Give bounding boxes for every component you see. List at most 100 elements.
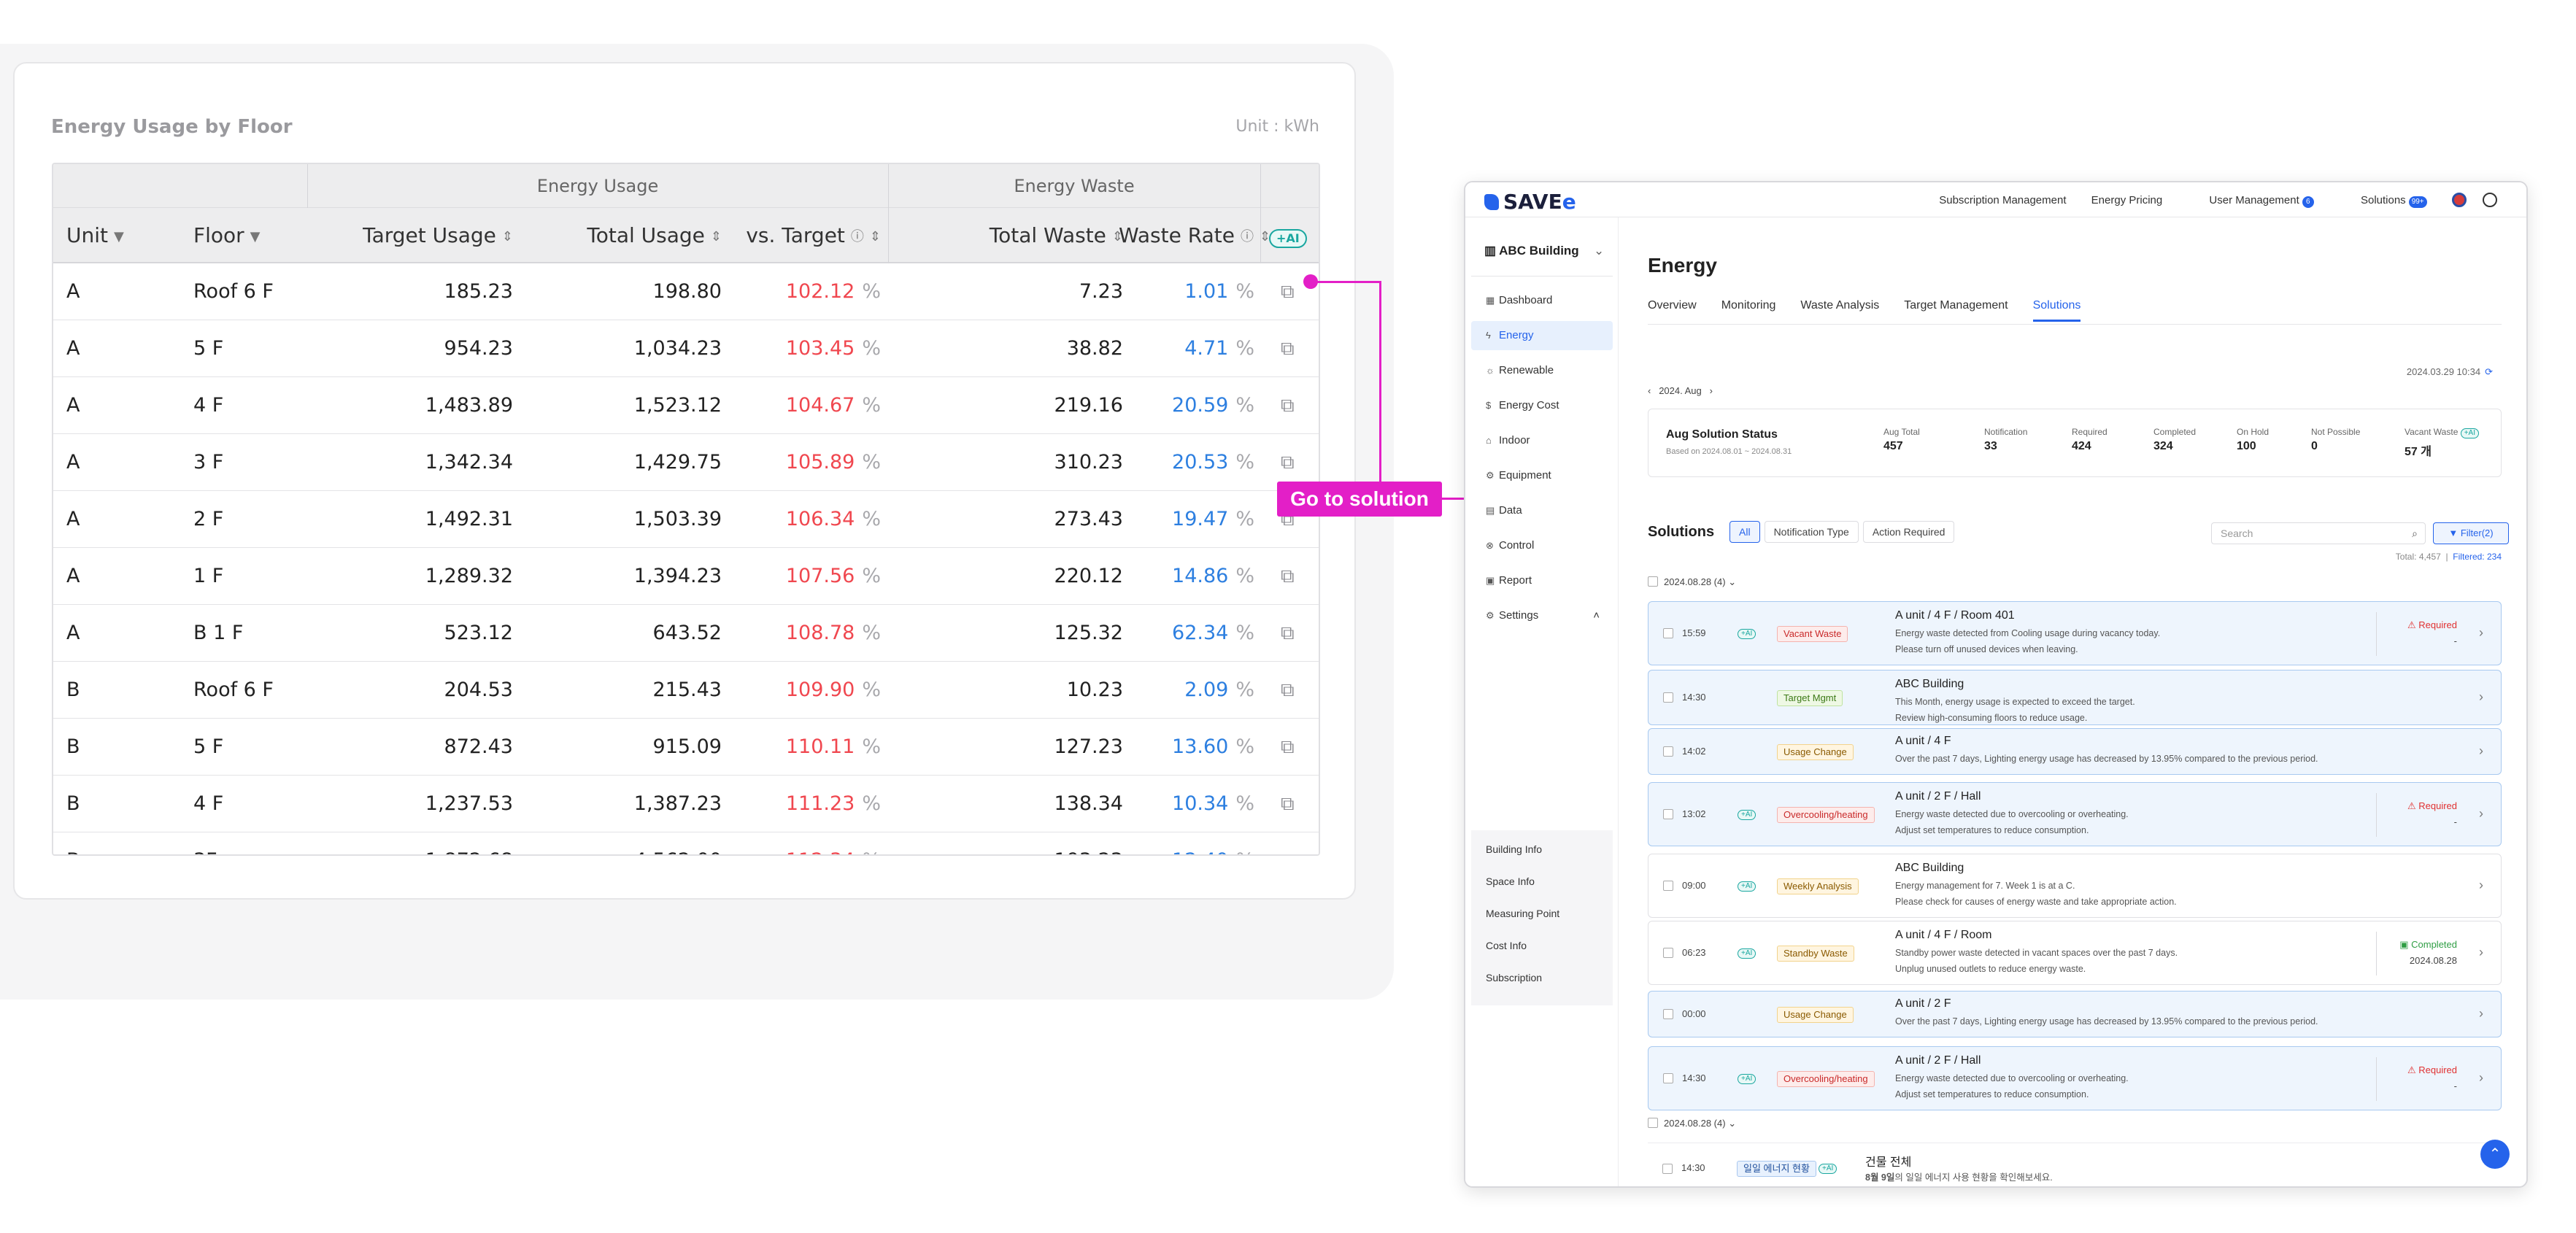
col-total-waste[interactable]: Total Waste ⇕ (900, 208, 1123, 263)
tab-monitoring[interactable]: Monitoring (1721, 299, 1776, 312)
external-link-icon[interactable]: ⧉ (1281, 735, 1295, 757)
solution-card[interactable]: 15:59 +AI Vacant Waste A unit / 4 F / Room … (1648, 601, 2502, 665)
date-group-header[interactable]: 2024.08.28 (4) ⌄ (1648, 1118, 1736, 1129)
settings-item-cost-info[interactable]: Cost Info (1471, 931, 1613, 960)
settings-item-subscription[interactable]: Subscription (1471, 963, 1613, 992)
filter-chip-action-required[interactable]: Action Required (1862, 521, 1955, 543)
percent-sign: % (862, 735, 881, 758)
tab-target-management[interactable]: Target Management (1904, 299, 2008, 312)
cell-waste-rate: 4.71% (1119, 320, 1254, 377)
sort-icon[interactable]: ⇕ (710, 229, 722, 244)
solution-card[interactable]: 14:30 +AI Overcooling/heating A unit / 2 F … (1648, 1046, 2502, 1110)
sidebar-item-data[interactable]: ▤ Data (1471, 496, 1613, 525)
nav-users[interactable]: User Management 6 (2187, 194, 2314, 208)
sidebar-item-label: Indoor (1499, 434, 1530, 447)
cell-floor: 3 F (193, 434, 223, 491)
col-floor[interactable]: Floor ▼ (193, 208, 261, 263)
row-checkbox[interactable] (1663, 948, 1673, 958)
tab-solutions[interactable]: Solutions (2032, 299, 2081, 322)
language-flag-icon[interactable] (2451, 193, 2467, 207)
tab-overview[interactable]: Overview (1648, 299, 1697, 312)
settings-item-measuring-point[interactable]: Measuring Point (1471, 899, 1613, 928)
settings-item-space-info[interactable]: Space Info (1471, 867, 1613, 896)
sort-icon[interactable]: ⇕ (1259, 229, 1271, 244)
row-checkbox[interactable] (1663, 881, 1673, 891)
sort-icon[interactable]: ⇕ (869, 229, 881, 244)
sidebar-item-energy-cost[interactable]: $ Energy Cost (1471, 391, 1613, 420)
logo[interactable]: SAVEe (1484, 190, 1576, 214)
sort-icon[interactable]: ⇕ (501, 229, 513, 244)
building-selector[interactable]: ▥ ABC Building ⌄ (1484, 244, 1604, 258)
external-link-icon[interactable]: ⧉ (1281, 280, 1295, 302)
search-input[interactable]: Search ⌕ (2211, 522, 2426, 544)
percent-sign: % (1235, 508, 1254, 530)
sidebar-item-renewable[interactable]: ☼ Renewable (1471, 356, 1613, 385)
group-checkbox[interactable] (1648, 576, 1658, 587)
external-link-icon[interactable]: ⧉ (1281, 850, 1301, 854)
sidebar-item-indoor[interactable]: ⌂ Indoor (1471, 426, 1613, 455)
solution-card[interactable]: 13:02 +AI Overcooling/heating A unit / 2 F … (1648, 782, 2502, 846)
refresh-icon[interactable]: ⟳ (2485, 366, 2493, 377)
solution-card[interactable]: 06:23 +AI Standby Waste A unit / 4 F / Room… (1648, 921, 2502, 985)
filter-icon[interactable]: ▼ (114, 229, 124, 244)
sidebar-item-energy[interactable]: ϟ Energy (1471, 321, 1613, 350)
user-icon[interactable] (2483, 193, 2497, 207)
col-unit[interactable]: Unit ▼ (66, 208, 124, 263)
row-checkbox[interactable] (1663, 1009, 1673, 1019)
chevron-up-icon: ˄ (1593, 609, 1600, 622)
filter-chip-notification-type[interactable]: Notification Type (1764, 521, 1859, 543)
sidebar-item-equipment[interactable]: ⚙ Equipment (1471, 461, 1613, 490)
divider (2376, 932, 2377, 975)
sort-icon[interactable]: ⇕ (1111, 229, 1123, 244)
chevron-right-icon: › (2479, 1006, 2483, 1021)
sidebar-item-dashboard[interactable]: ▦ Dashboard (1471, 286, 1613, 315)
col-waste-rate[interactable]: Waste Rate ⓘ ⇕ (1119, 208, 1270, 263)
external-link-icon[interactable]: ⧉ (1281, 451, 1295, 473)
filter-icon[interactable]: ▼ (250, 229, 261, 244)
external-link-icon[interactable]: ⧉ (1281, 792, 1295, 814)
nav-pricing[interactable]: Energy Pricing (2091, 194, 2163, 206)
ai-badge: +AI (1738, 810, 1756, 820)
waste-value: 219.16 (1054, 394, 1123, 417)
external-link-icon[interactable]: ⧉ (1281, 622, 1295, 643)
col-total-usage[interactable]: Total Usage ⇕ (520, 208, 722, 263)
cell-total-waste: 125.32 (900, 605, 1123, 662)
filter-button[interactable]: ▼ Filter(2) (2433, 522, 2509, 544)
row-checkbox[interactable] (1663, 809, 1673, 819)
nav-subscription[interactable]: Subscription Management (1939, 194, 2067, 206)
prev-month-icon[interactable]: ‹ (1648, 385, 1651, 396)
solution-card[interactable]: 14:30 Target Mgmt ABC Building This Month, … (1648, 670, 2502, 725)
help-icon[interactable]: ⓘ (850, 229, 864, 244)
solution-card[interactable]: 00:00 Usage Change A unit / 2 F Over the pa… (1648, 991, 2502, 1037)
col-vs-target[interactable]: vs. Target ⓘ ⇕ (728, 208, 881, 263)
tab-waste-analysis[interactable]: Waste Analysis (1800, 299, 1880, 312)
row-checkbox[interactable] (1663, 628, 1673, 638)
next-month-icon[interactable]: › (1709, 385, 1713, 396)
sidebar-item-control[interactable]: ⊗ Control (1471, 531, 1613, 560)
scroll-top-button[interactable]: ⌃ (2480, 1140, 2510, 1169)
solution-card[interactable]: 09:00 +AI Weekly Analysis ABC Building Energ… (1648, 854, 2502, 918)
filter-chip-all[interactable]: All (1729, 521, 1760, 543)
group-checkbox[interactable] (1648, 1118, 1658, 1128)
external-link-icon[interactable]: ⧉ (1281, 337, 1295, 359)
col-target-usage[interactable]: Target Usage ⇕ (316, 208, 513, 263)
help-icon[interactable]: ⓘ (1240, 229, 1254, 244)
sidebar-item-settings[interactable]: ⚙ Settings ˄ (1471, 601, 1613, 630)
row-checkbox[interactable] (1663, 746, 1673, 757)
date-group-header[interactable]: 2024.08.28 (4) ⌄ (1648, 576, 1736, 588)
sidebar-item-report[interactable]: ▣ Report (1471, 566, 1613, 595)
settings-item-building-info[interactable]: Building Info (1471, 835, 1613, 864)
row-checkbox[interactable] (1662, 1164, 1673, 1174)
external-link-icon[interactable]: ⧉ (1281, 565, 1295, 587)
chevron-down-icon: ⌄ (1728, 1118, 1737, 1129)
external-link-icon[interactable]: ⧉ (1281, 679, 1295, 700)
external-link-icon[interactable]: ⧉ (1281, 394, 1295, 416)
row-checkbox[interactable] (1663, 692, 1673, 703)
nav-solutions[interactable]: Solutions 99+ (2339, 194, 2427, 208)
card-desc-text: 의 일일 에너지 사용 현황을 확인해보세요. (1894, 1172, 2053, 1183)
solution-card[interactable]: 14:02 Usage Change A unit / 4 F Over the pa… (1648, 728, 2502, 775)
row-checkbox[interactable] (1663, 1073, 1673, 1083)
cell-total-waste: 138.34 (900, 776, 1123, 832)
nav-icon: ▣ (1486, 575, 1495, 586)
solution-card[interactable]: 14:30 일일 에너지 현황 +AI 건물 전체 8월 9일의 일일 에너지 … (1648, 1143, 2502, 1186)
